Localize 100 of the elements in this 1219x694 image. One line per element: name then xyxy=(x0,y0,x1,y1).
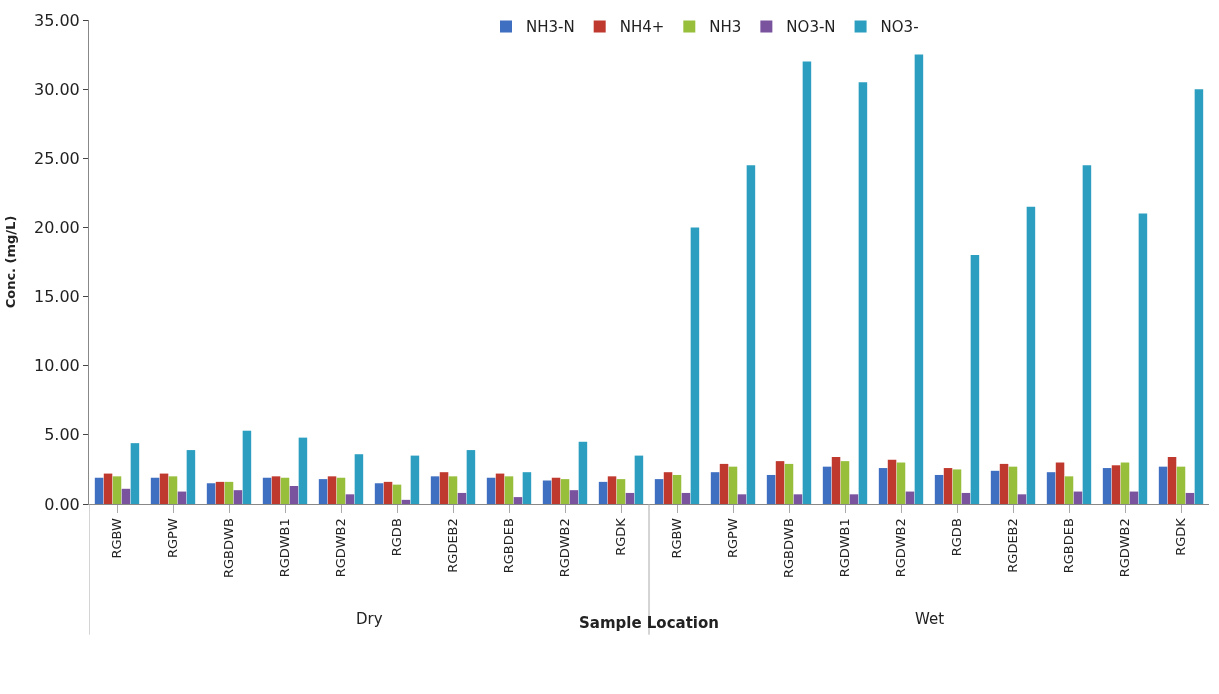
legend-label: NH3 xyxy=(709,18,742,37)
bar xyxy=(224,481,234,504)
bar xyxy=(1082,165,1092,504)
bar xyxy=(746,165,756,504)
bar xyxy=(952,469,962,504)
bar xyxy=(1055,462,1065,504)
bar xyxy=(486,477,496,504)
x-tick-label: RGPW xyxy=(725,518,741,559)
x-tick-label: RGDWB2 xyxy=(333,518,349,578)
bar xyxy=(215,481,225,504)
legend-label: NH3-N xyxy=(526,18,575,37)
bar xyxy=(159,473,169,504)
bar xyxy=(1167,456,1177,504)
bar xyxy=(793,494,803,504)
bar xyxy=(710,472,720,504)
x-tick-label: RGBW xyxy=(109,518,125,559)
bar xyxy=(943,468,953,504)
bar xyxy=(327,476,337,504)
bar xyxy=(410,455,420,504)
bar xyxy=(663,472,673,504)
y-tick-label: 15.00 xyxy=(33,287,80,307)
bar xyxy=(150,477,160,504)
bar xyxy=(430,476,440,504)
bar xyxy=(858,82,868,504)
bar xyxy=(513,497,523,504)
x-tick-label: RGDWB1 xyxy=(837,518,853,578)
bar xyxy=(439,472,449,504)
bar xyxy=(1158,466,1168,504)
bar xyxy=(1111,465,1121,504)
bar xyxy=(934,474,944,504)
x-tick-label: RGDEB2 xyxy=(1005,518,1021,573)
bar xyxy=(719,463,729,504)
x-tick-label: RGBW xyxy=(669,518,685,559)
bar xyxy=(887,459,897,504)
bar xyxy=(634,455,644,504)
bar xyxy=(318,479,328,504)
bar xyxy=(607,476,617,504)
bar xyxy=(990,470,1000,504)
bar xyxy=(383,481,393,504)
bar xyxy=(1176,466,1186,504)
bar xyxy=(681,492,691,504)
x-tick-label: RGPW xyxy=(165,518,181,559)
bar xyxy=(1102,468,1112,504)
bar xyxy=(878,468,888,504)
bar xyxy=(271,476,281,504)
y-tick-label: 0.00 xyxy=(44,494,80,514)
bar xyxy=(1026,206,1036,504)
bar xyxy=(103,473,113,504)
y-tick-label: 5.00 xyxy=(44,425,80,445)
bar xyxy=(822,466,832,504)
bar xyxy=(766,474,776,504)
bar xyxy=(1138,213,1148,504)
bar xyxy=(672,474,682,504)
bar xyxy=(1017,494,1027,504)
x-tick-label: RGDB xyxy=(949,518,965,557)
bar xyxy=(1073,491,1083,504)
bar xyxy=(298,437,308,504)
bar xyxy=(1046,472,1056,504)
x-tick-label: RGBDEB xyxy=(501,518,517,574)
y-axis-title: Conc. (mg/L) xyxy=(2,215,18,309)
bar xyxy=(1008,466,1018,504)
bar xyxy=(1185,492,1195,504)
bar xyxy=(961,492,971,504)
bar xyxy=(840,461,850,504)
bar xyxy=(598,481,608,504)
x-tick-label: RGDB xyxy=(389,518,405,557)
bar xyxy=(401,499,411,504)
x-tick-label: RGDK xyxy=(613,517,629,556)
bar xyxy=(448,476,458,504)
x-tick-label: RGBDWB xyxy=(221,518,237,579)
y-tick-label: 30.00 xyxy=(33,79,80,99)
bar xyxy=(177,491,187,504)
bar xyxy=(831,456,841,504)
x-tick-label: RGDEB2 xyxy=(445,518,461,573)
bar xyxy=(522,472,532,504)
bar xyxy=(504,476,514,504)
bar xyxy=(775,461,785,504)
legend-label: NH4+ xyxy=(619,18,665,37)
bar xyxy=(896,462,906,504)
x-axis-title: Sample Location xyxy=(578,614,720,633)
bar xyxy=(112,476,122,504)
y-tick-label: 20.00 xyxy=(33,218,80,238)
bar xyxy=(737,494,747,504)
x-tick-label: RGDWB2 xyxy=(893,518,909,578)
bar xyxy=(336,477,346,504)
x-tick-label: RGDWB1 xyxy=(277,518,293,578)
bar xyxy=(280,477,290,504)
y-tick-label: 35.00 xyxy=(33,10,80,30)
bar xyxy=(457,492,467,504)
x-tick-label: RGDWB2 xyxy=(557,518,573,578)
bar xyxy=(728,466,738,504)
bar xyxy=(542,480,552,504)
bar xyxy=(551,477,561,504)
bar xyxy=(999,463,1009,504)
bar xyxy=(392,484,402,504)
text: Dry xyxy=(356,610,383,628)
bar xyxy=(914,54,924,504)
bar xyxy=(654,479,664,504)
bar xyxy=(262,477,272,504)
bar xyxy=(374,483,384,504)
